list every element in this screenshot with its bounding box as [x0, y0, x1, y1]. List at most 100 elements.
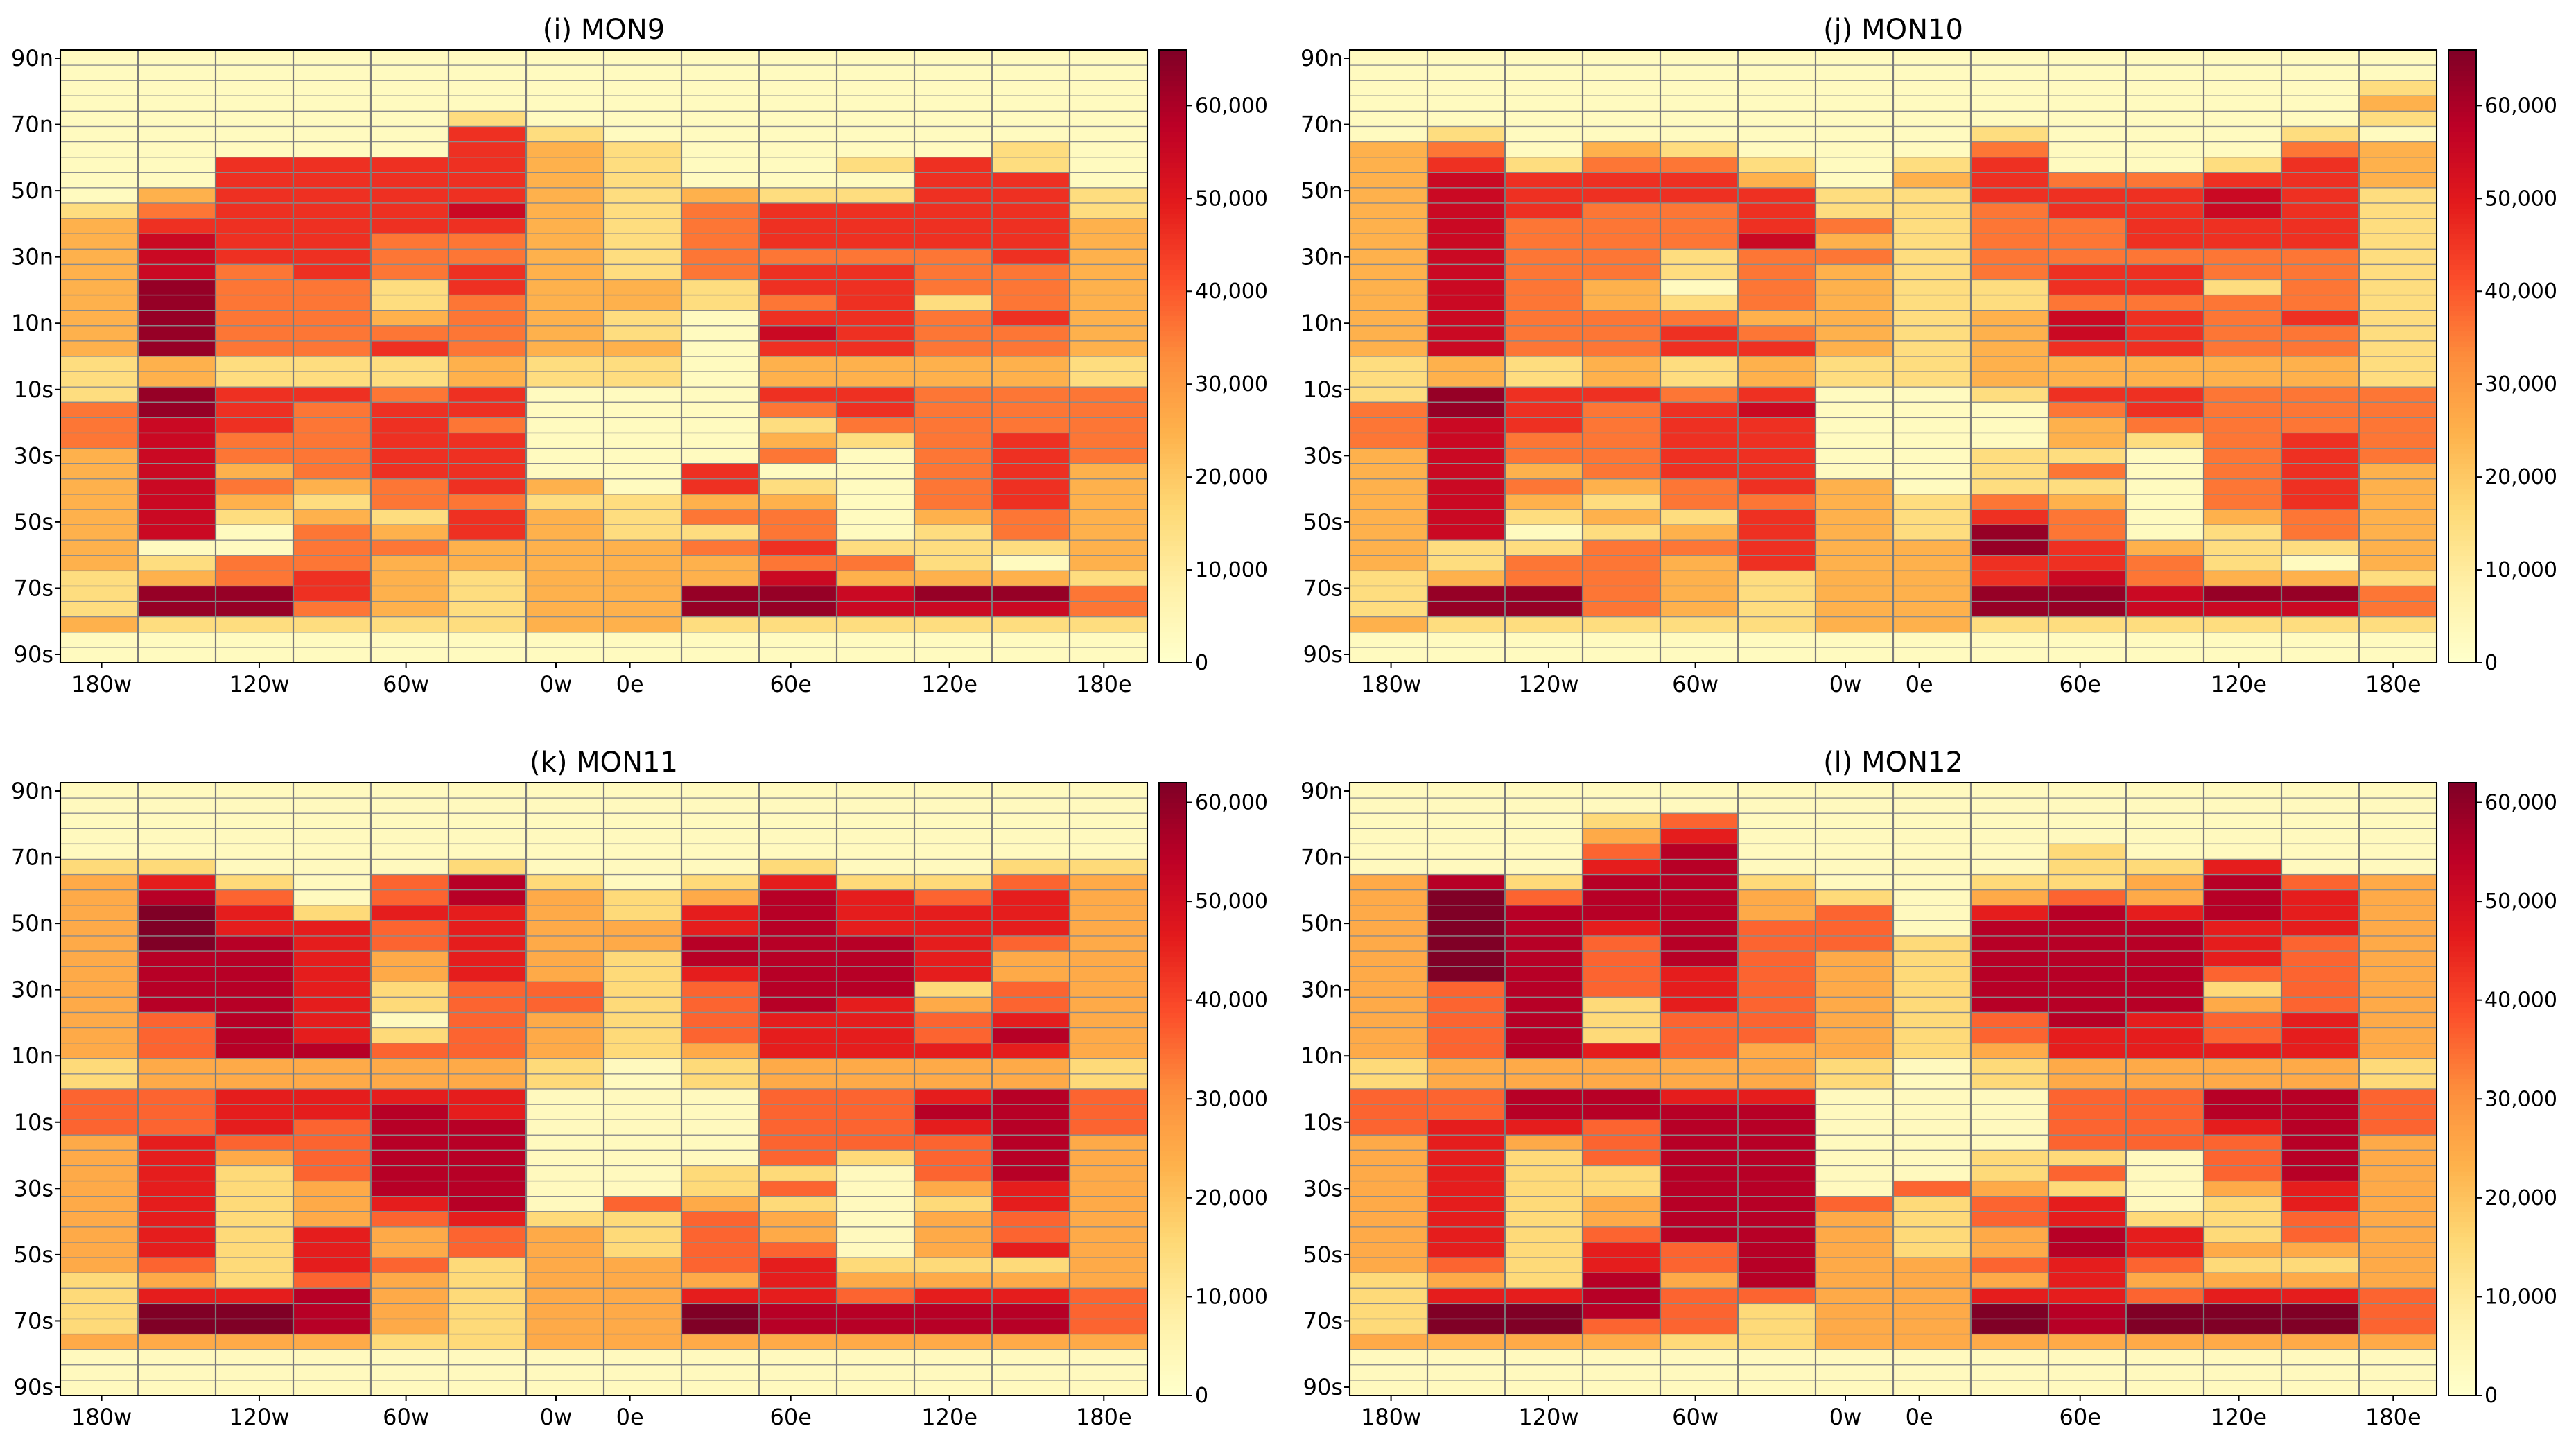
heatmap-cell — [1970, 263, 2049, 281]
heatmap-cell — [1660, 1149, 1739, 1167]
colorbar-tick-label: 10,000 — [2484, 558, 2557, 582]
heatmap-cell — [2125, 49, 2204, 66]
heatmap-cell — [2048, 524, 2127, 541]
colorbar-segment — [2448, 310, 2476, 316]
heatmap-cell — [914, 325, 993, 342]
heatmap-cell — [2358, 539, 2437, 556]
heatmap-cell — [60, 1011, 139, 1029]
heatmap-cell — [525, 935, 604, 952]
heatmap-cell — [603, 600, 682, 618]
colorbar-segment — [2448, 162, 2476, 168]
heatmap-cell — [603, 447, 682, 464]
heatmap-cell — [60, 125, 139, 143]
heatmap-cell — [2203, 524, 2282, 541]
heatmap-cell — [370, 1349, 449, 1366]
heatmap-cell — [525, 585, 604, 602]
colorbar-tick-label: 60,000 — [2484, 791, 2557, 815]
heatmap-cell — [137, 509, 216, 525]
heatmap-cell — [2281, 187, 2360, 204]
heatmap-cell — [1815, 494, 1894, 510]
heatmap-cell — [2048, 570, 2127, 587]
heatmap-cell — [681, 1134, 760, 1151]
heatmap-cell — [1815, 1149, 1894, 1167]
heatmap-cell — [1737, 1287, 1816, 1305]
plot-frame — [1349, 49, 2437, 663]
y-tick-label: 10s — [14, 1109, 53, 1136]
heatmap-cell — [1349, 647, 1428, 663]
heatmap-cell — [1069, 539, 1148, 556]
colorbar-segment — [1159, 1155, 1187, 1161]
colorbar-segment — [1159, 366, 1187, 372]
colorbar-segment — [2448, 1114, 2476, 1120]
colorbar-segment — [1159, 813, 1187, 819]
heatmap-cell — [1815, 1242, 1894, 1258]
heatmap-cell — [1427, 1349, 1506, 1366]
heatmap-cell — [2281, 494, 2360, 510]
colorbar-segment — [1159, 889, 1187, 896]
heatmap-cell — [1970, 233, 2049, 250]
colorbar-segment — [2448, 1073, 2476, 1079]
heatmap-cell — [1582, 935, 1661, 952]
heatmap-cell — [1815, 1257, 1894, 1273]
colorbar-segment — [1159, 844, 1187, 850]
heatmap-cell — [1892, 585, 1972, 602]
heatmap-cell — [1582, 828, 1661, 845]
heatmap-cell — [1504, 218, 1583, 234]
heatmap-cell — [448, 996, 527, 1014]
heatmap-cell — [2281, 95, 2360, 112]
colorbar-segment — [1159, 111, 1187, 117]
x-tick-label: 120w — [229, 671, 289, 697]
heatmap-cell — [293, 1027, 372, 1044]
heatmap-cell — [2281, 1149, 2360, 1167]
colorbar-segment — [2448, 992, 2476, 998]
colorbar-segment — [2448, 428, 2476, 434]
colorbar-segment — [2448, 1267, 2476, 1273]
heatmap-cell — [1737, 935, 1816, 952]
heatmap-cell — [1427, 494, 1506, 510]
heatmap-cell — [1970, 202, 2049, 219]
heatmap-cell — [2358, 843, 2437, 860]
heatmap-cell — [914, 920, 993, 937]
heatmap-cell — [2281, 889, 2360, 906]
heatmap-cell — [603, 80, 682, 96]
heatmap-cell — [681, 1196, 760, 1212]
heatmap-cell — [137, 49, 216, 66]
colorbar-tick-label: 10,000 — [1195, 558, 1268, 582]
heatmap-cell — [1069, 966, 1148, 982]
heatmap-cell — [1660, 64, 1739, 81]
heatmap-cell — [1427, 616, 1506, 633]
colorbar-segment — [2448, 555, 2476, 562]
heatmap-cell — [1970, 187, 2049, 204]
colorbar-segment — [1159, 874, 1187, 880]
heatmap-cell — [2048, 95, 2127, 112]
colorbar-segment — [1159, 336, 1187, 342]
heatmap-cell — [991, 1303, 1070, 1320]
heatmap-cell — [1892, 1104, 1972, 1120]
heatmap-cell — [1892, 873, 1972, 891]
heatmap-cell — [1892, 1349, 1972, 1366]
heatmap-cell — [603, 1349, 682, 1366]
heatmap-cell — [1660, 1272, 1739, 1289]
colorbar-segment — [2448, 946, 2476, 952]
colorbar-segment — [1159, 458, 1187, 464]
heatmap-cell — [836, 632, 915, 648]
heatmap-cell — [1892, 1088, 1972, 1105]
heatmap-cell — [370, 494, 449, 510]
heatmap-cell — [60, 797, 139, 814]
heatmap-cell — [1069, 981, 1148, 998]
colorbar-segment — [2448, 647, 2476, 653]
heatmap-cell — [137, 356, 216, 372]
y-tick-label: 70s — [1303, 1307, 1343, 1334]
heatmap-cell — [2358, 1119, 2437, 1136]
heatmap-cell — [1970, 1088, 2049, 1105]
heatmap-cell — [2203, 141, 2282, 158]
heatmap-cell — [1427, 812, 1506, 829]
colorbar-segment — [1159, 1237, 1187, 1243]
colorbar-segment — [2448, 823, 2476, 829]
heatmap-cell — [1970, 812, 2049, 829]
heatmap-cell — [525, 570, 604, 587]
heatmap-cell — [215, 570, 294, 587]
heatmap-cell — [1349, 1287, 1428, 1305]
heatmap-cell — [1504, 1272, 1583, 1289]
heatmap-cell — [2125, 1073, 2204, 1090]
